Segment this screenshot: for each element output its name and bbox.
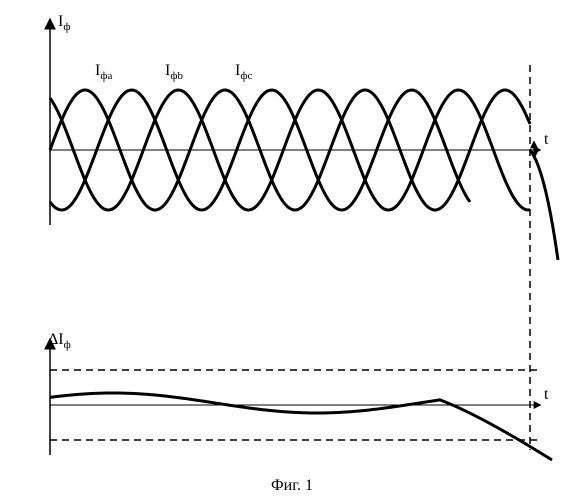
drop-curve bbox=[530, 150, 558, 260]
x-axis-label-bottom: t bbox=[544, 386, 549, 403]
series-label-c: Iфc bbox=[235, 62, 252, 82]
top-chart: Iф t Iфa Iфb Iфc bbox=[50, 13, 558, 450]
bottom-chart: ΔIф t bbox=[48, 331, 552, 460]
series-label-a: Iфa bbox=[95, 62, 112, 82]
y-axis-label-bottom: ΔIф bbox=[48, 331, 71, 351]
delta-curve bbox=[50, 393, 552, 460]
y-axis-label: Iф bbox=[58, 13, 70, 33]
series-label-b: Iфb bbox=[165, 62, 183, 82]
figure-caption: Фиг. 1 bbox=[271, 477, 313, 494]
x-axis-label: t bbox=[544, 131, 549, 148]
